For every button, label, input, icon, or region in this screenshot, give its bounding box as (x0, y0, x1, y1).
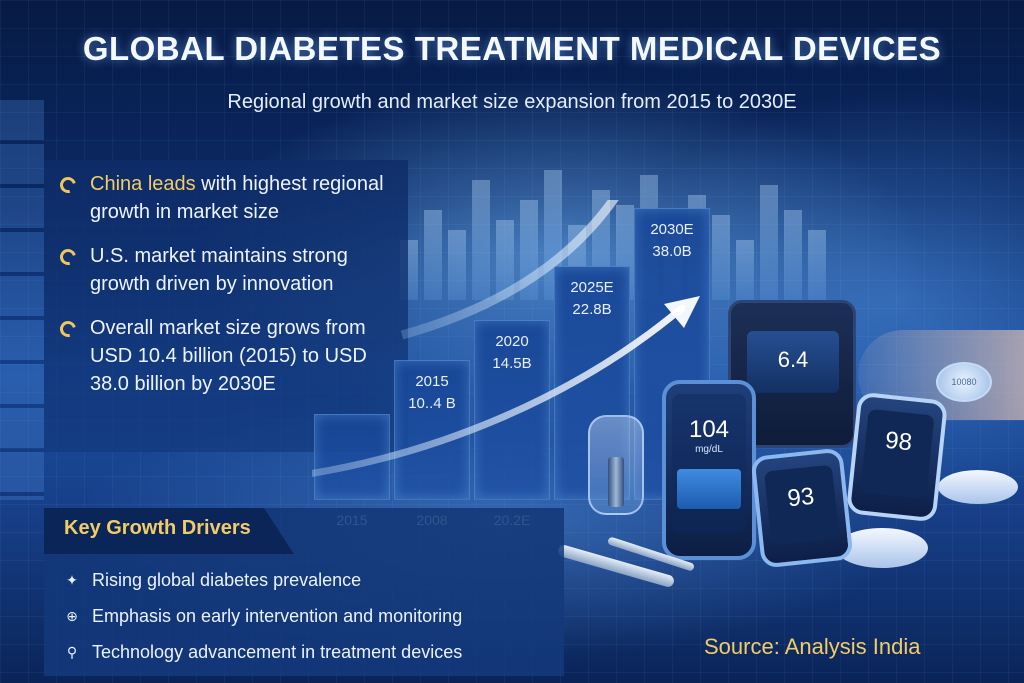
insulin-pen (556, 543, 676, 589)
cgm-sensor: 10080 (936, 362, 992, 402)
bar-year-label: 2030E (650, 221, 694, 238)
highlight-text: with highest regional growth in market s… (90, 173, 384, 223)
driver-label: Technology advancement in treatment devi… (92, 641, 463, 662)
highlight-text: U.S. market maintains strong growth driv… (90, 245, 348, 295)
ring-bullet-icon (57, 174, 79, 196)
driver-item: ⊕ Emphasis on early intervention and mon… (44, 598, 564, 634)
driver-item: ✦ Rising global diabetes prevalence (44, 562, 564, 598)
source-caption: Source: Analysis India (704, 634, 921, 659)
drivers-title: Key Growth Drivers (44, 508, 294, 554)
glucose-reading: 98 (883, 426, 914, 457)
page-title: GLOBAL DIABETES TREATMENT MEDICAL DEVICE… (82, 30, 942, 67)
sensor-pad (938, 470, 1018, 504)
chart-bar: 2015 10..4 B (394, 360, 470, 500)
highlight-item: Overall market size grows from USD 10.4 … (57, 314, 398, 398)
glucose-reading: 104 (688, 416, 730, 443)
driver-label: Emphasis on early intervention and monit… (92, 605, 463, 626)
driver-item: ⚲ Technology advancement in treatment de… (44, 634, 564, 670)
glucose-monitor-phone: 104 mg/dL (662, 380, 756, 560)
pump-screen: 6.4 (747, 331, 839, 393)
bar-year-label: 2015 (415, 373, 449, 390)
bar-value-label: 10..4 B (408, 395, 456, 412)
chart-bar: 2020 14.5B (474, 320, 550, 500)
bar-year-label: 2020 (495, 333, 529, 350)
insulin-vial (588, 415, 644, 515)
sparkle-icon: ✦ (66, 571, 78, 588)
ring-bullet-icon (57, 318, 79, 340)
background-building (0, 100, 44, 500)
highlight-item: U.S. market maintains strong growth driv… (57, 242, 398, 298)
bar-year-label: 2025E (570, 279, 614, 296)
glucose-unit: mg/dL (695, 444, 723, 455)
glucose-graph (677, 469, 741, 509)
chart-bar (314, 414, 390, 500)
highlight-accent: China leads (90, 173, 196, 195)
page-subtitle: Regional growth and market size expansio… (227, 91, 797, 113)
glucose-meter: 93 (750, 447, 854, 569)
bar-value-label: 14.5B (492, 355, 532, 372)
key-growth-drivers-panel: Key Growth Drivers ✦ Rising global diabe… (44, 508, 564, 676)
highlights-panel: China leads with highest regional growth… (44, 160, 408, 452)
highlight-item: China leads with highest regional growth… (57, 170, 398, 226)
glucose-reading: 93 (786, 482, 816, 513)
plus-circle-icon: ⊕ (66, 607, 78, 624)
bar-value-label: 38.0B (652, 243, 692, 260)
glucose-meter: 98 (845, 391, 949, 523)
ring-bullet-icon (57, 246, 79, 268)
bar-value-label: 22.8B (572, 301, 612, 318)
highlight-text: Overall market size grows from USD 10.4 … (90, 317, 367, 395)
market-size-bar-chart: 2015 10..4 B 2020 14.5B 2025E 22.8B 2030… (312, 200, 722, 530)
link-icon: ⚲ (66, 643, 78, 660)
driver-label: Rising global diabetes prevalence (92, 569, 362, 590)
